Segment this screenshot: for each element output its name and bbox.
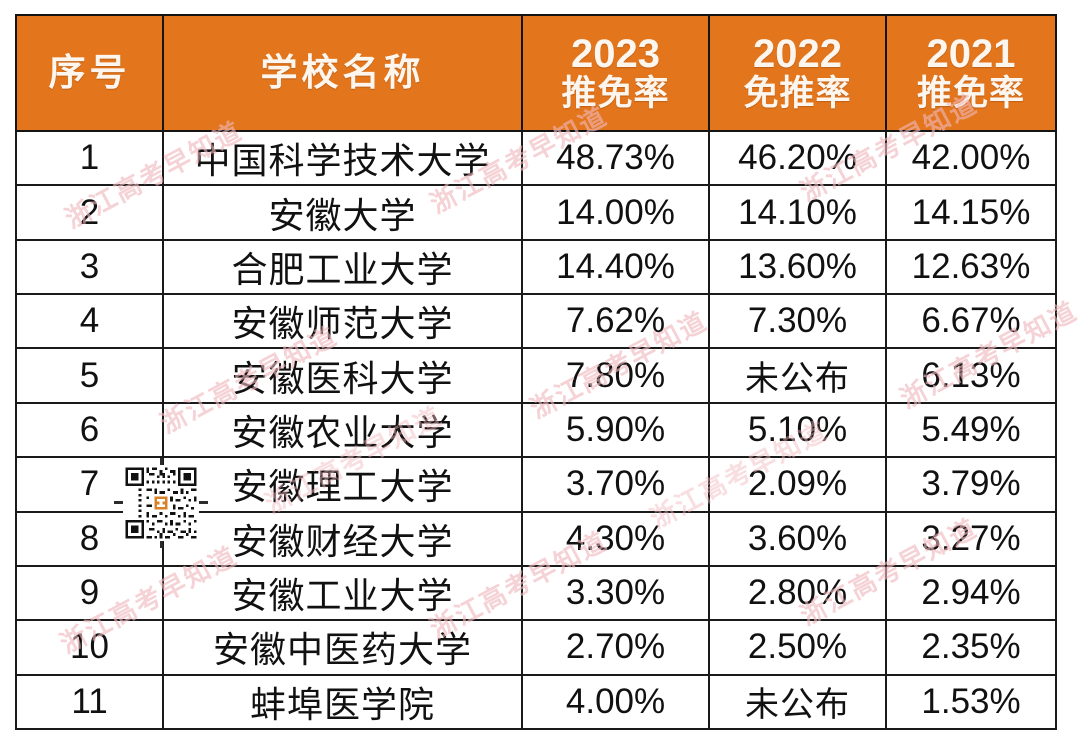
table-row: 1 中国科学技术大学 48.73% 46.20% 42.00%	[15, 129, 1057, 187]
cell-rate-2022: 46.20%	[708, 129, 887, 187]
crop-mark-right	[199, 501, 208, 504]
cell-rate-2023: 4.00%	[521, 673, 710, 731]
qr-code[interactable]	[123, 465, 199, 541]
crop-mark-bottom	[160, 539, 163, 548]
cell-rate-2021: 6.67%	[885, 293, 1057, 350]
column-header-2022-year: 2022	[753, 31, 842, 76]
cell-rate-2021: 3.79%	[885, 456, 1057, 513]
cell-rate-2022: 3.60%	[708, 510, 887, 567]
table-header-row: 序号 学校名称 2023 推免率 2022 免推率 2021 推免率	[15, 14, 1057, 132]
cell-index: 3	[15, 238, 164, 296]
cell-rate-2022: 13.60%	[708, 238, 887, 296]
cell-rate-2021: 6.13%	[885, 347, 1057, 404]
column-header-2023-year: 2023	[571, 31, 660, 76]
cell-rate-2022: 未公布	[708, 347, 887, 404]
table-row: 2 安徽大学 14.00% 14.10% 14.15%	[15, 184, 1057, 241]
qr-code-icon	[123, 465, 199, 541]
cell-school: 安徽医科大学	[162, 347, 523, 404]
cell-school: 安徽财经大学	[162, 510, 523, 567]
cell-rate-2023: 5.90%	[521, 401, 710, 459]
table-row: 9 安徽工业大学 3.30% 2.80% 2.94%	[15, 564, 1057, 622]
table-row: 5 安徽医科大学 7.80% 未公布 6.13%	[15, 347, 1057, 404]
cell-rate-2023: 4.30%	[521, 510, 710, 567]
cell-school: 安徽师范大学	[162, 293, 523, 350]
cell-rate-2021: 42.00%	[885, 129, 1057, 187]
cell-rate-2023: 7.80%	[521, 347, 710, 404]
cell-rate-2023: 48.73%	[521, 129, 710, 187]
cell-rate-2023: 3.30%	[521, 564, 710, 622]
table-body: 1 中国科学技术大学 48.73% 46.20% 42.00% 2 安徽大学 14.00% 14…	[15, 129, 1057, 731]
table-row: 10 安徽中医药大学 2.70% 2.50% 2.35%	[15, 619, 1057, 676]
cell-rate-2021: 1.53%	[885, 673, 1057, 731]
column-header-2022-sub: 免推率	[743, 73, 852, 114]
crop-mark-top	[160, 458, 163, 467]
table-row: 8 安徽财经大学 4.30% 3.60% 3.27%	[15, 510, 1057, 567]
cell-rate-2023: 2.70%	[521, 619, 710, 676]
cell-school: 安徽工业大学	[162, 564, 523, 622]
admission-rate-table: 序号 学校名称 2023 推免率 2022 免推率 2021 推免率 1 中国科学…	[15, 14, 1057, 731]
cell-rate-2023: 14.00%	[521, 184, 710, 241]
cell-school: 蚌埠医学院	[162, 673, 523, 731]
column-header-index: 序号	[15, 14, 164, 132]
cell-index: 6	[15, 401, 164, 459]
cell-school: 安徽农业大学	[162, 401, 523, 459]
column-header-2021-year: 2021	[926, 31, 1016, 76]
cell-index: 10	[15, 619, 164, 676]
column-header-2021: 2021 推免率	[885, 14, 1057, 132]
table-row: 7 安徽理工大学 3.70% 2.09% 3.79%	[15, 456, 1057, 513]
cell-rate-2022: 7.30%	[708, 293, 887, 350]
cell-school: 安徽理工大学	[162, 456, 523, 513]
cell-rate-2023: 7.62%	[521, 293, 710, 350]
cell-rate-2021: 14.15%	[885, 184, 1057, 241]
cell-index: 11	[15, 673, 164, 731]
cell-index: 2	[15, 184, 164, 241]
cell-rate-2021: 3.27%	[885, 510, 1057, 567]
cell-rate-2023: 14.40%	[521, 238, 710, 296]
cell-index: 9	[15, 564, 164, 622]
cell-rate-2021: 2.94%	[885, 564, 1057, 622]
table-row: 4 安徽师范大学 7.62% 7.30% 6.67%	[15, 293, 1057, 350]
column-header-2022: 2022 免推率	[708, 14, 887, 132]
cell-school: 安徽中医药大学	[162, 619, 523, 676]
column-header-2023-sub: 推免率	[561, 73, 670, 114]
crop-mark-left	[114, 501, 123, 504]
cell-rate-2021: 12.63%	[885, 238, 1057, 296]
table-header: 序号 学校名称 2023 推免率 2022 免推率 2021 推免率	[15, 14, 1057, 132]
cell-rate-2022: 14.10%	[708, 184, 887, 241]
cell-index: 5	[15, 347, 164, 404]
cell-rate-2022: 2.80%	[708, 564, 887, 622]
cell-rate-2022: 2.09%	[708, 456, 887, 513]
column-header-2021-sub: 推免率	[916, 73, 1025, 114]
cell-index: 4	[15, 293, 164, 350]
cell-index: 1	[15, 129, 164, 187]
cell-school: 合肥工业大学	[162, 238, 523, 296]
cell-rate-2021: 2.35%	[885, 619, 1057, 676]
table-row: 3 合肥工业大学 14.40% 13.60% 12.63%	[15, 238, 1057, 296]
cell-school: 安徽大学	[162, 184, 523, 241]
table-row: 6 安徽农业大学 5.90% 5.10% 5.49%	[15, 401, 1057, 459]
column-header-2023: 2023 推免率	[521, 14, 710, 132]
table-row: 11 蚌埠医学院 4.00% 未公布 1.53%	[15, 673, 1057, 731]
cell-rate-2023: 3.70%	[521, 456, 710, 513]
cell-school: 中国科学技术大学	[162, 129, 523, 187]
cell-rate-2022: 未公布	[708, 673, 887, 731]
column-header-school: 学校名称	[162, 14, 523, 132]
cell-rate-2022: 2.50%	[708, 619, 887, 676]
cell-rate-2021: 5.49%	[885, 401, 1057, 459]
cell-rate-2022: 5.10%	[708, 401, 887, 459]
